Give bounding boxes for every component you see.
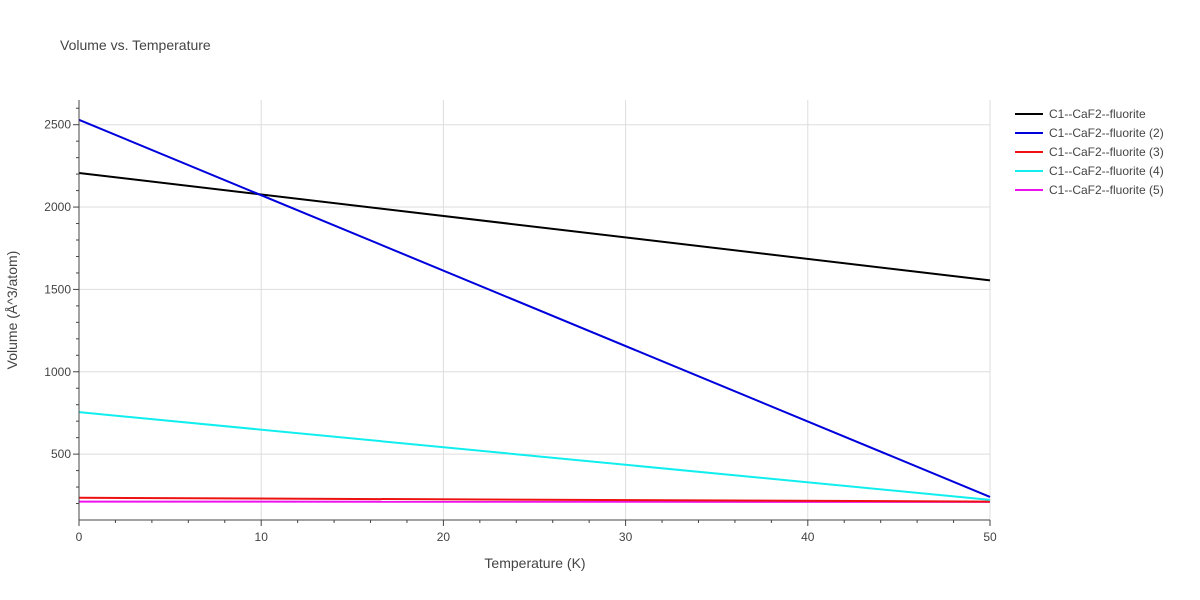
x-tick-label: 40 [801,530,815,544]
y-tick-label: 1500 [44,282,71,296]
y-tick-label: 1000 [44,365,71,379]
y-axis-label: Volume (Å^3/atom) [4,251,20,370]
series-line-1 [78,172,991,282]
chart-title: Volume vs. Temperature [60,37,211,53]
series-line-4 [78,411,991,501]
legend-item-2[interactable]: C1--CaF2--fluorite (2) [1015,126,1164,140]
legend-item-4[interactable]: C1--CaF2--fluorite (4) [1015,164,1164,178]
y-tick-label: 2000 [44,200,71,214]
y-tick-label: 2500 [44,118,71,132]
x-axis-label: Temperature (K) [484,555,585,571]
legend-item-3[interactable]: C1--CaF2--fluorite (3) [1015,145,1164,159]
legend-label: C1--CaF2--fluorite (2) [1049,126,1164,140]
x-tick-label: 30 [619,530,633,544]
series-line-3 [78,496,991,503]
x-tick-label: 50 [983,530,997,544]
legend-item-5[interactable]: C1--CaF2--fluorite (5) [1015,183,1164,197]
legend-label: C1--CaF2--fluorite (3) [1049,145,1164,159]
series-line-2 [78,118,991,498]
x-tick-label: 10 [255,530,269,544]
tick-labels: 0 10 20 30 40 50 500 1000 1500 2000 2500 [44,107,997,544]
grid [78,100,991,520]
legend-label: C1--CaF2--fluorite [1049,107,1146,121]
y-tick-label: 500 [51,447,71,461]
series-lines [78,118,991,503]
x-tick-label: 0 [76,530,83,544]
legend-item-1[interactable]: C1--CaF2--fluorite [1015,107,1146,121]
legend[interactable]: C1--CaF2--fluorite C1--CaF2--fluorite (2)… [1015,107,1164,197]
legend-label: C1--CaF2--fluorite (5) [1049,183,1164,197]
legend-label: C1--CaF2--fluorite (4) [1049,164,1164,178]
x-tick-label: 20 [437,530,451,544]
